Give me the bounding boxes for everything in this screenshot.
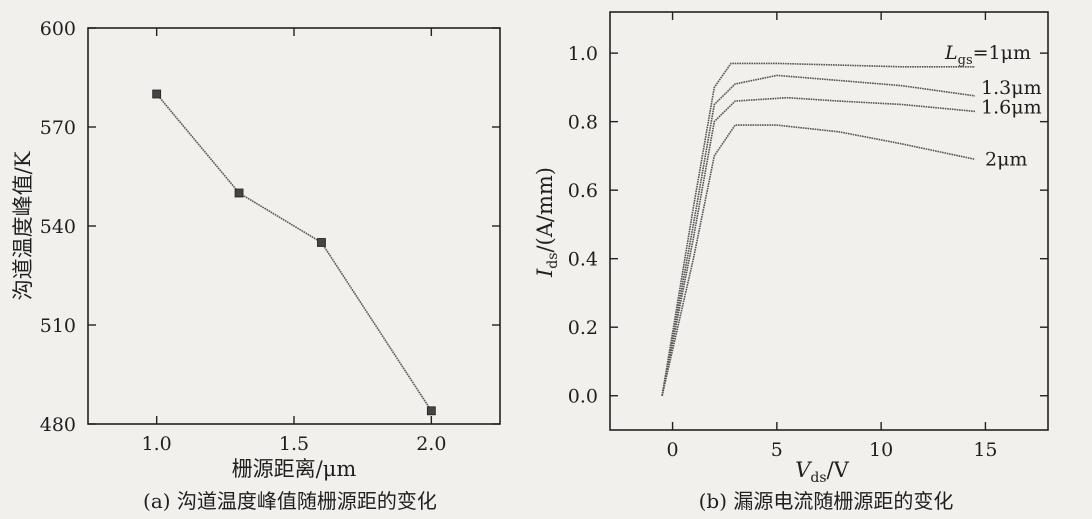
- chart-b-x-tick-label: 0: [667, 439, 679, 461]
- chart-b-series-label-3: 1.6μm: [981, 96, 1042, 118]
- chart-a-y-tick-label: 510: [40, 315, 76, 337]
- chart-b-y-axis-title-main: I: [533, 268, 557, 278]
- chart-b-x-tick-label: 10: [869, 439, 893, 461]
- chart-b-y-axis-title-unit: /(A/mm): [533, 167, 557, 253]
- chart-b-caption: (b) 漏源电流随栅源距的变化: [699, 489, 954, 513]
- chart-a-data-point: [234, 188, 244, 198]
- chart-b-series-label-4: 2μm: [985, 148, 1027, 170]
- chart-a-data-point: [152, 89, 162, 99]
- chart-b-x-tick-label: 5: [771, 439, 783, 461]
- chart-b: 0 5 10 15 0.0 0.2 0.4 0.6 0.8 1.0 Lgs=1μm 1.3μm1.…: [533, 11, 1049, 513]
- chart-b-series-line-3: [661, 96, 976, 396]
- chart-b-y-tick-label: 0.2: [568, 317, 598, 339]
- series-label-value: =1μm: [973, 42, 1031, 64]
- chart-b-x-axis-title-unit: /V: [827, 458, 850, 482]
- chart-a-x-tick-label: 2.0: [416, 433, 446, 455]
- chart-a-x-tick-label: 1.5: [279, 433, 309, 455]
- chart-b-x-axis-title: Vds/V: [795, 458, 849, 486]
- chart-a-y-tick-label: 540: [40, 216, 76, 238]
- chart-b-frame: [609, 11, 1049, 431]
- series-label-prefix-sub: gs: [958, 53, 973, 68]
- chart-b-series-label-2: 1.3μm: [981, 77, 1042, 99]
- chart-a-y-tick-label: 480: [40, 414, 76, 436]
- chart-b-series-line-4: [661, 124, 976, 396]
- chart-b-x-tick-label: 15: [973, 439, 997, 461]
- chart-b-series-line-1: [661, 62, 975, 396]
- chart-b-y-axis-title: Ids/(A/mm): [533, 167, 561, 278]
- chart-a-x-axis-title: 栅源距离/μm: [232, 457, 357, 481]
- chart-a: 1.0 1.5 2.0 480 510 540 570 600 栅源距离/μm 沟道温度峰值…: [11, 18, 501, 513]
- chart-a-series-line: [156, 93, 432, 412]
- chart-b-y-axis-title-sub: ds: [545, 253, 561, 269]
- chart-a-y-axis-title: 沟道温度峰值/K: [11, 151, 35, 300]
- chart-b-x-axis-title-sub: ds: [810, 470, 826, 486]
- chart-b-y-tick-label: 0.6: [568, 180, 598, 202]
- chart-a-y-tick-label: 600: [40, 18, 76, 40]
- chart-b-series-line-2: [661, 74, 976, 396]
- chart-b-series-label-1: Lgs=1μm: [944, 42, 1031, 68]
- chart-a-data-point: [426, 406, 436, 416]
- chart-b-x-axis-title-main: V: [795, 458, 812, 482]
- chart-b-y-tick-label: 0.8: [568, 112, 598, 134]
- chart-a-data-point: [317, 238, 326, 247]
- chart-b-y-tick-label: 0.4: [568, 249, 598, 271]
- chart-a-caption: (a) 沟道温度峰值随栅源距的变化: [143, 489, 437, 513]
- chart-a-y-tick-label: 570: [40, 117, 76, 139]
- chart-b-y-tick-label: 0.0: [568, 386, 598, 408]
- series-label-prefix: L: [944, 42, 958, 64]
- chart-b-y-tick-label: 1.0: [568, 43, 598, 65]
- chart-a-x-tick-label: 1.0: [142, 433, 172, 455]
